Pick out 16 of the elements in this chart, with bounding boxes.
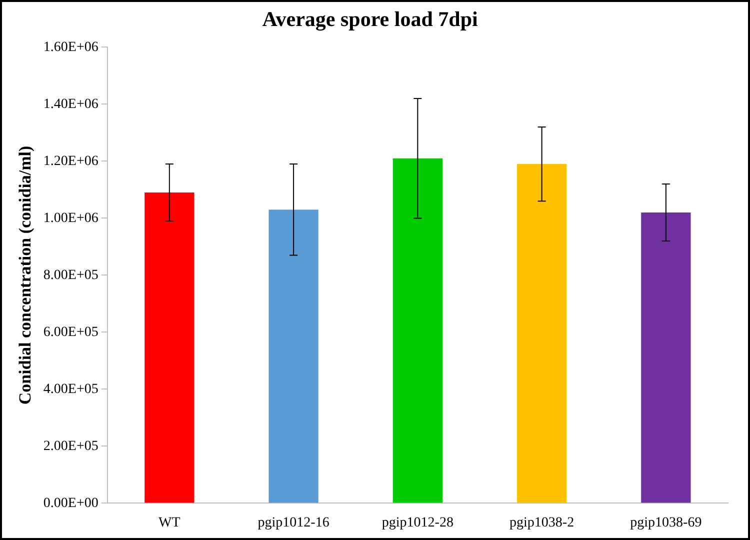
x-tick-label: pgip1038-2	[510, 515, 574, 530]
y-tick-label: 6.00E+05	[43, 324, 98, 340]
y-tick-label: 1.40E+06	[43, 96, 98, 112]
y-tick-label: 2.00E+05	[43, 438, 98, 454]
y-tick-label: 4.00E+05	[43, 382, 98, 397]
x-tick-label: pgip1012-16	[258, 515, 330, 530]
x-tick-label: pgip1038-69	[630, 515, 702, 530]
y-tick-label: 1.60E+06	[43, 40, 98, 55]
x-tick-label: WT	[158, 515, 181, 530]
y-tick-label: 0.00E+00	[43, 496, 98, 511]
x-tick-label: pgip1012-28	[382, 515, 454, 530]
chart-title: Average spore load 7dpi	[262, 7, 478, 32]
y-tick-label: 1.00E+06	[43, 210, 98, 226]
y-tick-label: 8.00E+05	[43, 268, 98, 283]
y-tick-label: 1.20E+06	[43, 154, 98, 169]
y-axis-title: Conidial concentration (conidia/ml)	[16, 146, 35, 405]
